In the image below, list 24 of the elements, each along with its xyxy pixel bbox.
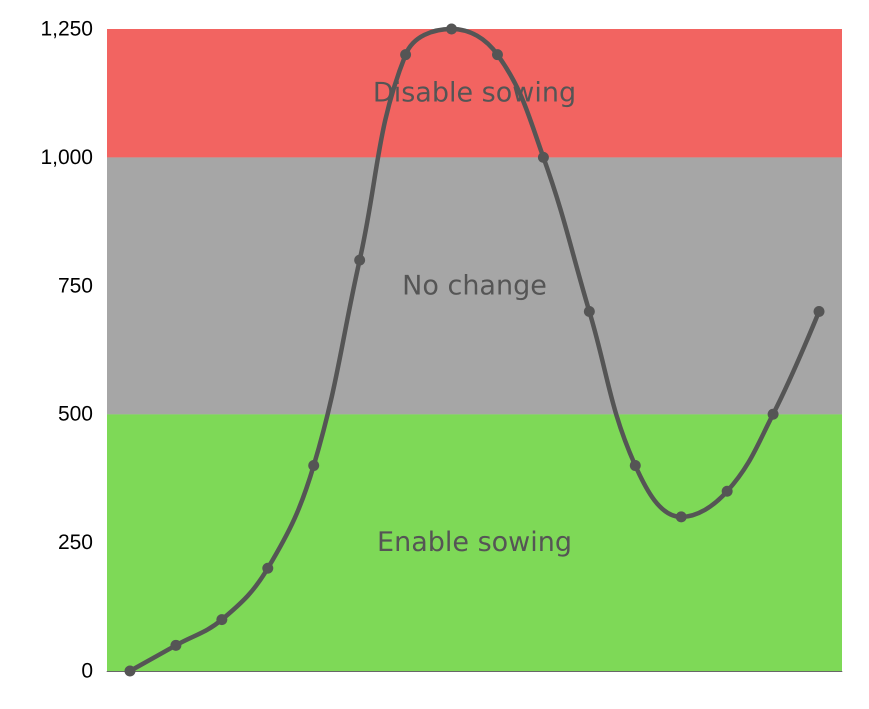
point (814, 306, 825, 317)
point (124, 666, 136, 676)
point (492, 49, 503, 60)
y-tick-label: 250 (58, 531, 93, 554)
point (400, 49, 412, 60)
band-label: Enable sowing (377, 527, 572, 558)
point (538, 152, 549, 163)
y-tick-label: 1,250 (40, 18, 93, 40)
point (584, 306, 595, 317)
y-tick-label: 500 (58, 402, 93, 426)
point (262, 562, 274, 574)
point (722, 486, 733, 497)
band-label: No change (402, 270, 547, 302)
point (446, 24, 458, 34)
point (308, 460, 320, 472)
point (676, 511, 687, 522)
y-tick-label: 0 (81, 660, 93, 682)
point (170, 640, 182, 651)
y-tick-label: 1,000 (40, 146, 93, 169)
point (630, 460, 641, 472)
y-tick-label: 750 (58, 274, 93, 298)
point (216, 614, 228, 626)
point (354, 254, 366, 266)
point (768, 408, 779, 420)
